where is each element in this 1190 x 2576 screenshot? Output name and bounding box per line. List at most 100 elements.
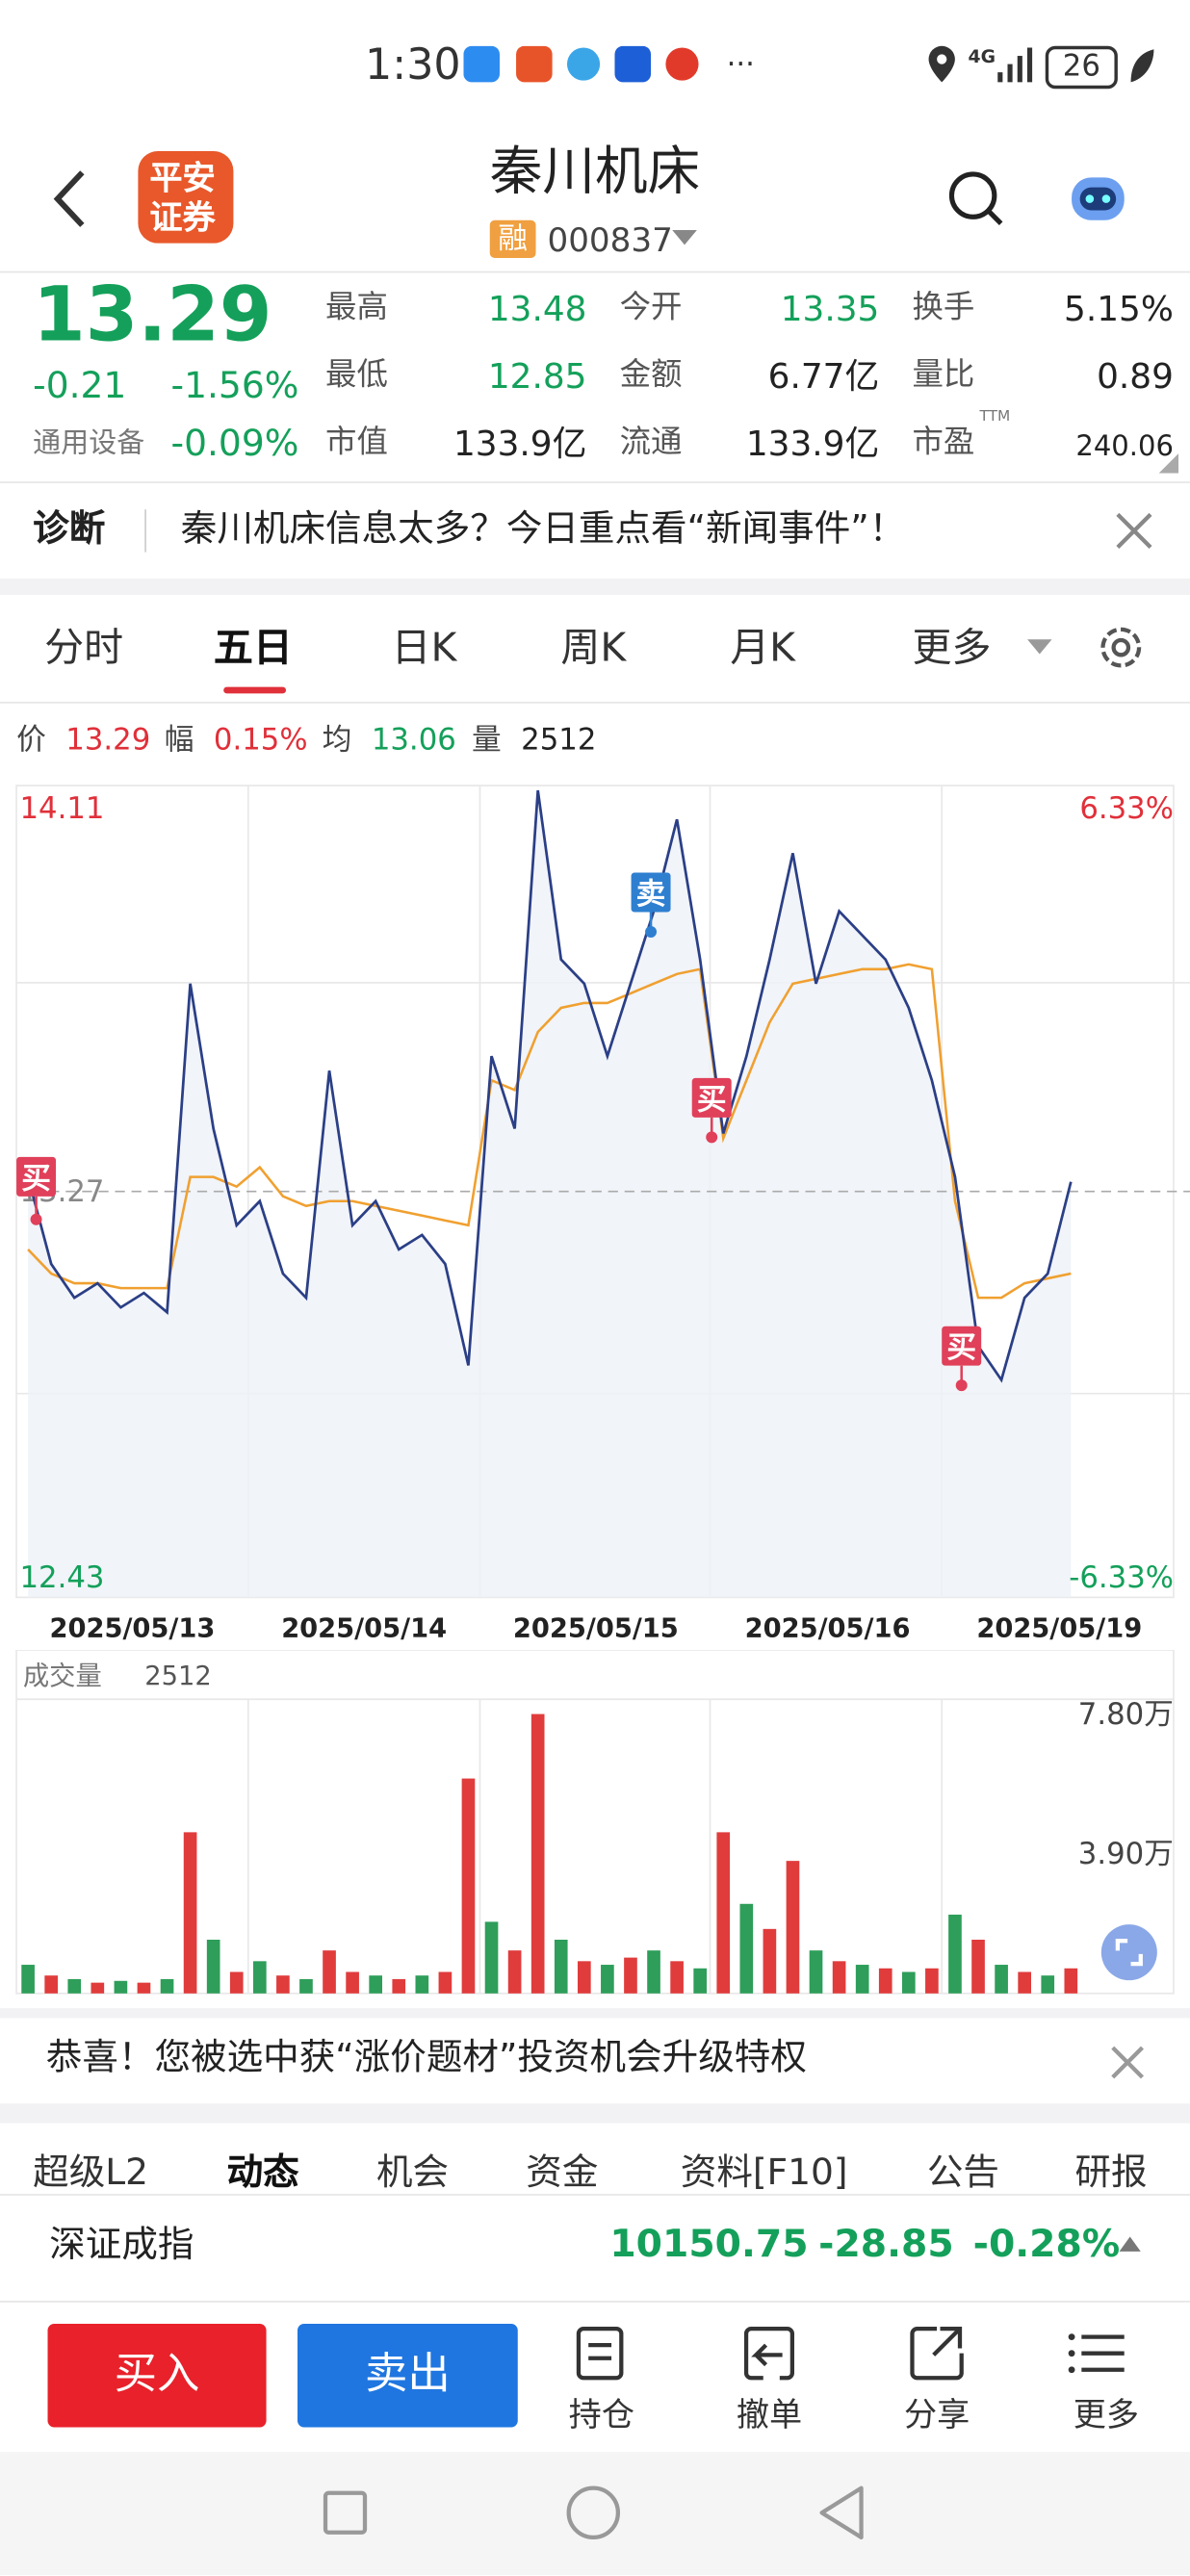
period-tab[interactable]: 月K <box>730 624 796 671</box>
divider <box>0 481 1190 483</box>
field-label: 最高 <box>325 289 388 326</box>
volume-bar <box>809 1950 823 1994</box>
divider <box>0 270 1190 273</box>
volume-bar <box>484 1921 499 1994</box>
trade-dot <box>645 925 658 938</box>
sub-tab[interactable]: 超级L2 <box>33 2152 149 2195</box>
broker-logo-line: 证券 <box>149 196 216 237</box>
separator <box>144 509 146 553</box>
volume-bar <box>276 1975 290 1994</box>
buy-button[interactable]: 买入 <box>47 2323 267 2428</box>
trade-badge <box>942 1326 982 1366</box>
info-value: 0.15% <box>213 723 308 759</box>
volume-bar <box>114 1980 128 1994</box>
y2-tick-label: -6.33% <box>1069 1560 1174 1595</box>
price: 13.29 <box>33 269 272 359</box>
code-dropdown[interactable] <box>672 230 698 246</box>
assistant-button[interactable] <box>1065 165 1130 230</box>
x-tick-label: 2025/05/14 <box>281 1613 447 1643</box>
field-label: 今开 <box>619 289 683 326</box>
fullscreen-button[interactable] <box>1100 1924 1157 1981</box>
volume-bar <box>346 1971 359 1994</box>
nav-buttons[interactable] <box>312 2482 870 2547</box>
volume-bar <box>554 1939 568 1994</box>
y-tick-label: 7.80万 <box>1078 1697 1174 1732</box>
sell-button[interactable]: 卖出 <box>297 2323 518 2428</box>
index-change: -28.85 <box>818 2223 954 2267</box>
y-tick-label: 14.11 <box>19 791 104 826</box>
field-value: 133.9亿 <box>745 424 880 464</box>
sub-tab[interactable]: 资料[F10] <box>680 2152 848 2195</box>
period-tab[interactable]: 日K <box>391 624 457 671</box>
volume-bar <box>21 1965 35 1994</box>
volume-current: 2512 <box>144 1662 211 1691</box>
trade-label: 卖 <box>636 877 666 912</box>
index-pct: -0.28% <box>972 2223 1121 2267</box>
volume-bar <box>137 1982 151 1994</box>
index-name[interactable]: 深证成指 <box>49 2225 194 2267</box>
y2-tick-label: 6.33% <box>1079 791 1174 826</box>
change-pct: -1.56% <box>170 366 299 408</box>
trade-dot <box>30 1213 42 1225</box>
info-value: 13.29 <box>65 723 151 759</box>
close-button[interactable] <box>1109 2045 1146 2081</box>
sub-tab[interactable]: 机会 <box>375 2152 450 2195</box>
period-tab[interactable]: 五日 <box>213 624 293 671</box>
x-tick-label: 2025/05/13 <box>49 1613 215 1643</box>
search-button[interactable] <box>946 169 1005 228</box>
x-tick-label: 2025/05/19 <box>976 1613 1142 1643</box>
field-label: 流通 <box>619 424 683 461</box>
volume-bar <box>44 1975 59 1994</box>
sub-tab[interactable]: 公告 <box>926 2152 999 2195</box>
volume-bar <box>878 1968 892 1994</box>
period-tab[interactable]: 更多 <box>912 624 992 671</box>
volume-bar <box>1018 1971 1031 1994</box>
x-tick-label: 2025/05/16 <box>745 1613 911 1643</box>
volume-bar <box>925 1968 939 1994</box>
volume-bar <box>948 1914 962 1994</box>
tool-label[interactable]: 分享 <box>903 2394 970 2434</box>
spacer <box>0 2008 1190 2019</box>
divider <box>0 701 1190 704</box>
sub-tab[interactable]: 动态 <box>226 2152 299 2195</box>
svg-text:···: ··· <box>727 47 755 82</box>
volume-bar <box>183 1832 197 1994</box>
banner-text[interactable]: 恭喜！您被选中获“涨价题材”投资机会升级特权 <box>45 2037 807 2079</box>
volume-bar <box>415 1975 429 1994</box>
margin-tag: 融 <box>489 219 536 259</box>
volume-bar <box>67 1978 82 1994</box>
tool-label[interactable]: 更多 <box>1073 2394 1140 2434</box>
volume-bar <box>206 1939 220 1994</box>
trade-badge <box>631 872 671 913</box>
tool-icons <box>576 2326 1125 2381</box>
sub-tab[interactable]: 研报 <box>1074 2152 1148 2195</box>
more-dropdown[interactable] <box>1026 639 1053 656</box>
price-area <box>28 790 1072 1598</box>
volume-bar <box>1064 1968 1078 1994</box>
field-value: 13.48 <box>487 289 587 329</box>
spacer <box>0 2103 1190 2124</box>
back-button[interactable] <box>49 167 91 230</box>
volume-bar <box>323 1950 336 1994</box>
diagnosis-text[interactable]: 秦川机床信息太多？今日重点看“新闻事件”！ <box>180 509 906 551</box>
signal-icons <box>928 45 1033 83</box>
field-label: 最低 <box>325 356 388 394</box>
volume-bar <box>995 1965 1008 1994</box>
settings-button[interactable] <box>1097 623 1146 672</box>
period-tab[interactable]: 周K <box>560 624 627 671</box>
period-tab[interactable]: 分时 <box>44 624 124 671</box>
clock: 1:30 <box>364 40 461 90</box>
volume-bar <box>229 1971 244 1994</box>
info-label: 幅 <box>164 723 194 759</box>
close-button[interactable] <box>1114 511 1153 551</box>
sub-tab[interactable]: 资金 <box>526 2152 599 2195</box>
volume-bar <box>160 1978 174 1994</box>
plot-frame <box>15 1650 1175 1995</box>
trade-label: 买 <box>697 1082 727 1117</box>
tool-label[interactable]: 撤单 <box>736 2394 803 2434</box>
spacer <box>0 578 1190 595</box>
tool-label[interactable]: 持仓 <box>568 2394 634 2434</box>
volume-bar <box>624 1957 637 1994</box>
expand-icon[interactable] <box>1119 2236 1143 2253</box>
